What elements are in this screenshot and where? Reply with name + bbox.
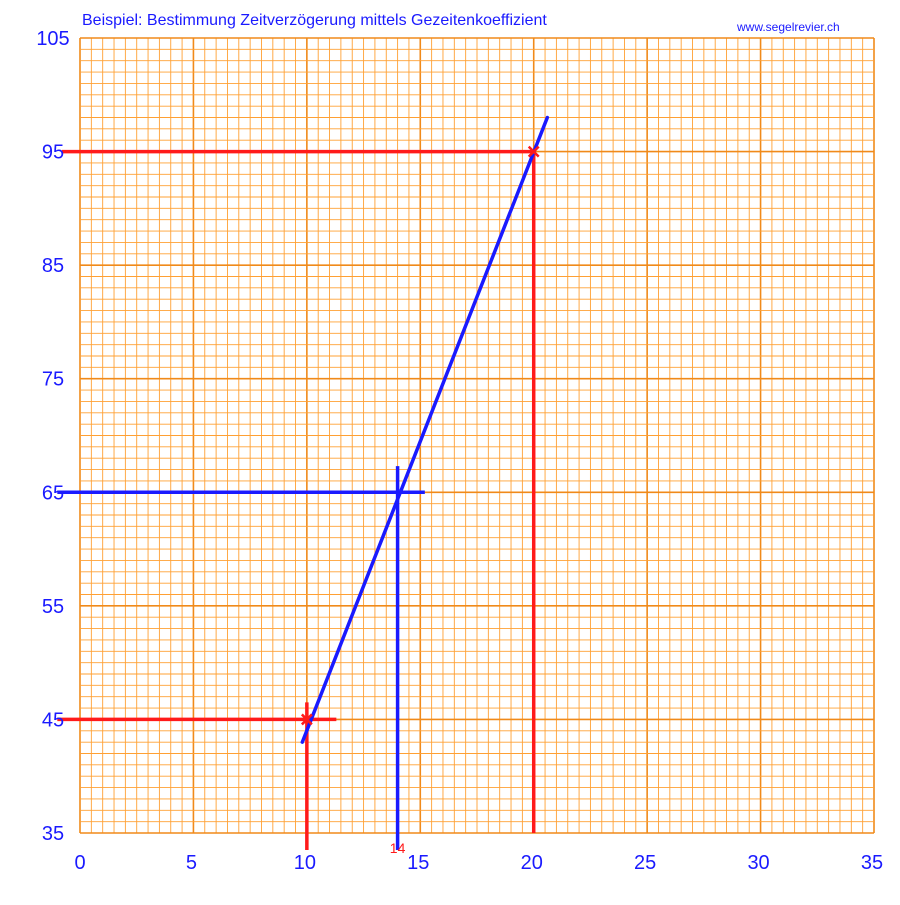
series-line-0 [300, 115, 550, 744]
marker-stroke [300, 713, 313, 726]
grid [79, 37, 875, 834]
x-tick-label: 0 [74, 852, 85, 874]
data-point-marker [527, 145, 540, 158]
y-tick-label: 45 [42, 709, 64, 731]
data-point-marker [300, 713, 313, 726]
y-tick-label: 105 [36, 28, 69, 50]
x-tick-label: 30 [747, 852, 769, 874]
reference-lines [57, 149, 536, 851]
y-tick-label: 55 [42, 596, 64, 618]
x-tick-label: 5 [186, 852, 197, 874]
series-layer [300, 115, 550, 744]
source-label: www.segelrevier.ch [736, 20, 840, 34]
y-tick-label: 85 [42, 255, 64, 277]
y-tick-label: 65 [42, 482, 64, 504]
x-tick-label: 35 [861, 852, 883, 874]
y-tick-label: 95 [42, 142, 64, 164]
x-tick-label: 10 [294, 852, 316, 874]
x-tick-label: 20 [521, 852, 543, 874]
marker-stroke [527, 145, 540, 158]
x-tick-label: 15 [407, 852, 429, 874]
tick-labels: 35 45 55 65 75 85 95 105 0 5 10 15 20 25 30 35 14 [36, 28, 883, 874]
y-tick-label: 35 [42, 823, 64, 845]
known-points [300, 145, 540, 726]
x-tick-label: 25 [634, 852, 656, 874]
chart-title: Beispiel: Bestimmung Zeitverzögerung mit… [82, 12, 547, 29]
y-tick-label: 75 [42, 369, 64, 391]
result-label: 14 [390, 840, 406, 856]
